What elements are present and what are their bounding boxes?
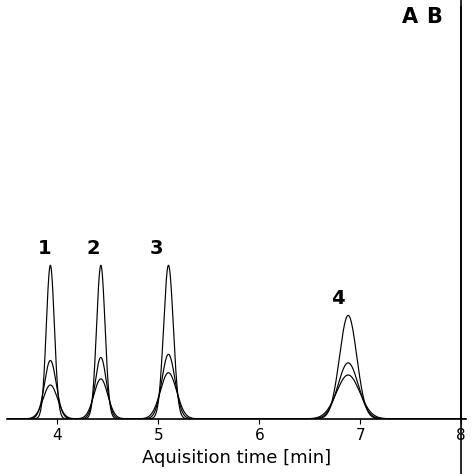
X-axis label: Aquisition time [min]: Aquisition time [min] (142, 449, 331, 467)
Text: 2: 2 (87, 239, 100, 258)
Text: B: B (426, 7, 442, 27)
Text: A: A (402, 7, 418, 27)
Text: 1: 1 (37, 239, 51, 258)
Text: 3: 3 (150, 239, 163, 258)
Text: 4: 4 (331, 289, 345, 308)
